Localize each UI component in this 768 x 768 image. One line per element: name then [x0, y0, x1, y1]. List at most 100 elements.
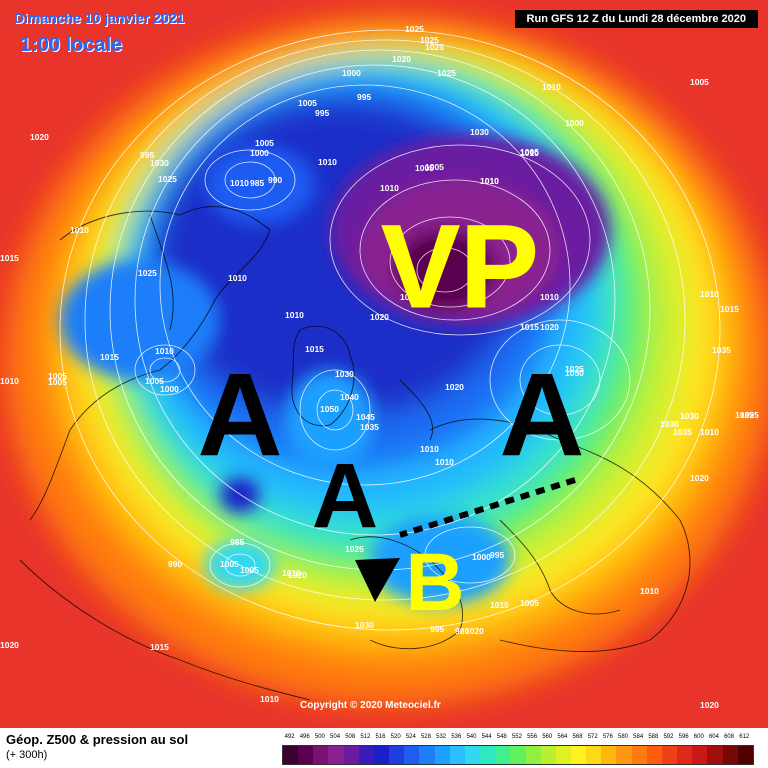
isobar-label: 1030	[660, 419, 679, 429]
isobar-label: 1010	[400, 292, 419, 302]
isobar-label: 990	[168, 559, 182, 569]
scale-value: 536	[451, 734, 462, 740]
isobar-label: 1025	[740, 410, 759, 420]
scale-swatch	[737, 746, 753, 764]
isobar-label: 1010	[640, 586, 659, 596]
isobar-label: 1005	[520, 147, 539, 157]
isobar-label: 1010	[700, 427, 719, 437]
isobar-label: 1025	[425, 42, 444, 52]
scale-swatch	[419, 746, 435, 764]
isobar-label: 985	[250, 178, 264, 188]
scale-value: 556	[527, 734, 538, 740]
z500-pressure-map: 1025102510251020102510009959951005101010…	[0, 15, 768, 710]
isobar-label: 1010	[540, 292, 559, 302]
scale-value: 584	[633, 734, 644, 740]
isobar-label: 1030	[335, 369, 354, 379]
isobar-label: 1050	[320, 404, 339, 414]
isobar-label: 1005	[690, 77, 709, 87]
isobar-label: 1000	[342, 68, 361, 78]
isobar-label: 1030	[470, 127, 489, 137]
scale-swatch	[434, 746, 450, 764]
isobar-label: 1005	[48, 371, 67, 381]
depression-label: B	[405, 537, 464, 628]
isobar-label: 1010	[285, 310, 304, 320]
isobar-label: 1015	[490, 600, 509, 610]
isobar-label: 1020	[540, 322, 559, 332]
isobar-label: 1005	[298, 98, 317, 108]
isobar-label: 995	[430, 624, 444, 634]
isobar-label: 1025	[565, 364, 584, 374]
isobar-label: 1035	[673, 427, 692, 437]
scale-swatch	[555, 746, 571, 764]
scale-swatch	[707, 746, 723, 764]
isobar-label: 1040	[340, 392, 359, 402]
anticyclone-label-east: A	[499, 349, 584, 481]
scale-swatch	[540, 746, 556, 764]
motion-arrow	[355, 477, 576, 602]
isobar-label: 1015	[150, 642, 169, 652]
scale-value: 520	[390, 734, 401, 740]
scale-value: 492	[284, 734, 295, 740]
isobar-label: 1025	[345, 544, 364, 554]
scale-value: 524	[405, 734, 416, 740]
scale-value: 568	[572, 734, 583, 740]
scale-swatch	[283, 746, 299, 764]
scale-swatch	[495, 746, 511, 764]
isobar-label: 1015	[0, 253, 19, 263]
isobar-label: 1005	[520, 598, 539, 608]
isobar-label: 1020	[392, 54, 411, 64]
isobar-label: 1005	[255, 138, 274, 148]
scale-swatch	[646, 746, 662, 764]
isobar-label: 1020	[465, 626, 484, 636]
isobar-label: 1020	[690, 473, 709, 483]
scale-swatch	[570, 746, 587, 764]
isobar-label: 1010	[542, 82, 561, 92]
isobar-label: 1010	[260, 694, 279, 704]
anticyclone-label-west: A	[197, 349, 282, 481]
isobar-label: 1035	[712, 345, 731, 355]
isobar-label: 1010	[228, 273, 247, 283]
isobar-label: 1005	[220, 559, 239, 569]
isobar-label: 1015	[100, 352, 119, 362]
isobar-label: 1005	[145, 376, 164, 386]
scale-swatch	[525, 746, 541, 764]
scale-value: 572	[587, 734, 598, 740]
isobar-label: 1045	[356, 412, 375, 422]
isobar-label: 1005	[425, 162, 444, 172]
scale-swatch	[631, 746, 647, 764]
isobar-label: 1030	[150, 158, 169, 168]
scale-value: 576	[602, 734, 613, 740]
isobar-label: 1000	[250, 148, 269, 158]
isobar-label: 1050	[565, 368, 584, 378]
scale-value: 540	[466, 734, 477, 740]
scale-swatch	[510, 746, 526, 764]
scale-value: 564	[557, 734, 568, 740]
isobar-label: 1025	[158, 174, 177, 184]
scale-value: 504	[330, 734, 341, 740]
isobar-label: 1010	[155, 346, 174, 356]
scale-value: 604	[708, 734, 719, 740]
scale-swatch	[586, 746, 602, 764]
isobar-label: 985	[230, 537, 244, 547]
anticyclone-label-center: A	[312, 445, 378, 547]
isobar-label: 1010	[420, 444, 439, 454]
legend-subtitle: (+ 300h)	[6, 749, 48, 761]
isobar-label: 1010	[380, 183, 399, 193]
scale-swatch	[480, 746, 496, 764]
forecast-date: Dimanche 10 janvier 2021	[14, 10, 185, 26]
isobar-label: 990	[268, 175, 282, 185]
isobar-label: 1010	[480, 176, 499, 186]
legend-title: Géop. Z500 & pression au sol	[6, 732, 189, 747]
scale-swatch	[358, 746, 374, 764]
scale-value: 600	[693, 734, 704, 740]
scale-value: 528	[420, 734, 431, 740]
scale-value: 544	[481, 734, 492, 740]
scale-swatch	[343, 746, 359, 764]
scale-value: 496	[299, 734, 310, 740]
isobar-label: 1035	[360, 422, 379, 432]
isobar-label: 1020	[445, 382, 464, 392]
scale-value: 516	[375, 734, 386, 740]
scale-swatch	[373, 746, 390, 764]
scale-value: 500	[314, 734, 325, 740]
